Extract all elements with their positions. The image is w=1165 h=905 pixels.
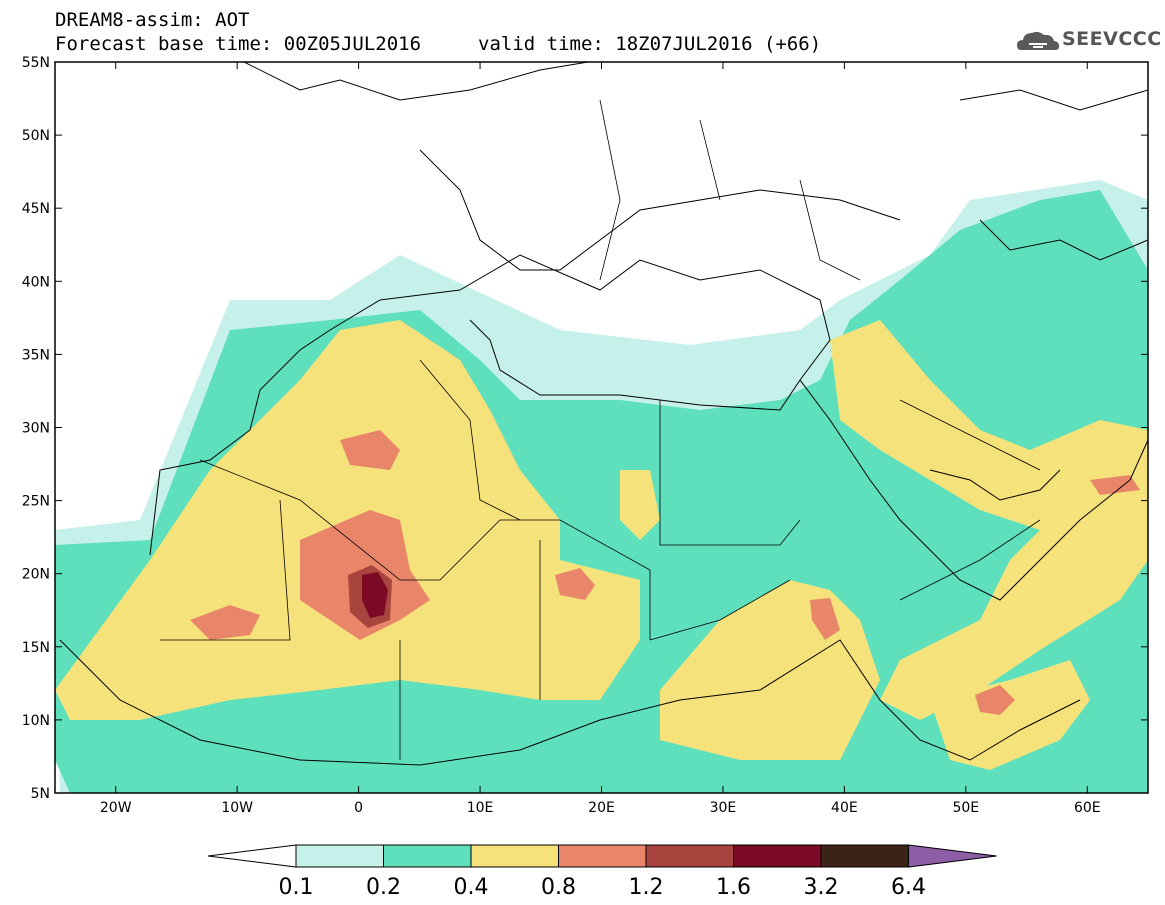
lon-label: 10E (467, 800, 494, 816)
colorbar-segment (733, 844, 822, 868)
aot-contour-0.8-g (810, 598, 840, 640)
colorbar-segment (383, 844, 472, 868)
lon-label: 20W (100, 800, 132, 816)
colorbar-level-label: 1.6 (716, 875, 751, 900)
colorbar-segment (470, 844, 559, 868)
lat-label: 20N (22, 567, 50, 583)
logo-text: SEEVCCC (1062, 28, 1162, 50)
lat-label: 40N (22, 274, 50, 290)
lon-axis: 20W 10W 0 10E 20E 30E 40E 50E 60E (100, 62, 1101, 816)
lon-label: 20E (588, 800, 615, 816)
lat-label: 35N (22, 347, 50, 363)
chart-title: DREAM8-assim: AOT (55, 9, 250, 31)
aot-contour-0.8-e (975, 685, 1015, 715)
colorbar-level-label: 0.8 (541, 875, 576, 900)
cloud-icon (1017, 31, 1060, 50)
lon-label: 50E (952, 800, 979, 816)
lat-label: 30N (22, 421, 50, 437)
aot-contour-1.6 (362, 572, 388, 618)
colorbar-segment (820, 844, 909, 868)
colorbar-segment (295, 844, 384, 868)
aot-contour-0.8-c (340, 430, 400, 470)
lat-label: 10N (22, 713, 50, 729)
aot-contour-0.4-arabia (830, 320, 1148, 720)
colorbar-level-label: 0.1 (279, 875, 314, 900)
aot-contour-0.8-b (190, 605, 260, 640)
lon-label: 10W (221, 800, 253, 816)
country-borders (160, 99, 1041, 760)
lat-label: 45N (22, 201, 50, 217)
lat-axis: 55N 50N 45N 40N 35N 30N 25N 20N 15N 10N 5N (22, 55, 1148, 802)
lat-label: 50N (22, 128, 50, 144)
colorbar-segment (558, 844, 647, 868)
colorbar-level-label: 0.2 (366, 875, 401, 900)
aot-contour-0.8-f (1090, 475, 1140, 495)
coastlines (59, 62, 1148, 766)
lon-label: 30E (710, 800, 737, 816)
colorbar: 0.1 0.2 0.4 0.8 1.2 1.6 3.2 6.4 (207, 844, 997, 900)
lat-label: 15N (22, 640, 50, 656)
colorbar-level-label: 3.2 (804, 875, 839, 900)
lon-label: 60E (1074, 800, 1101, 816)
lat-label: 25N (22, 494, 50, 510)
colorbar-level-label: 6.4 (891, 875, 926, 900)
forecast-base-time: Forecast base time: 00Z05JUL2016 (55, 33, 422, 55)
lat-label: 5N (31, 786, 50, 802)
colorbar-over-arrow (908, 844, 997, 868)
aot-contour-0.8-d (555, 568, 595, 600)
colorbar-level-label: 1.2 (629, 875, 664, 900)
aot-contour-0.4-libya (620, 470, 660, 540)
lon-label: 0 (354, 800, 363, 816)
aot-contour-0.4-somalia (930, 660, 1090, 770)
colorbar-segment (645, 844, 734, 868)
lat-label: 55N (22, 55, 50, 71)
colorbar-level-label: 0.4 (454, 875, 489, 900)
lon-label: 40E (831, 800, 858, 816)
valid-time: valid time: 18Z07JUL2016 (+66) (478, 33, 822, 55)
colorbar-under-arrow (207, 844, 297, 868)
